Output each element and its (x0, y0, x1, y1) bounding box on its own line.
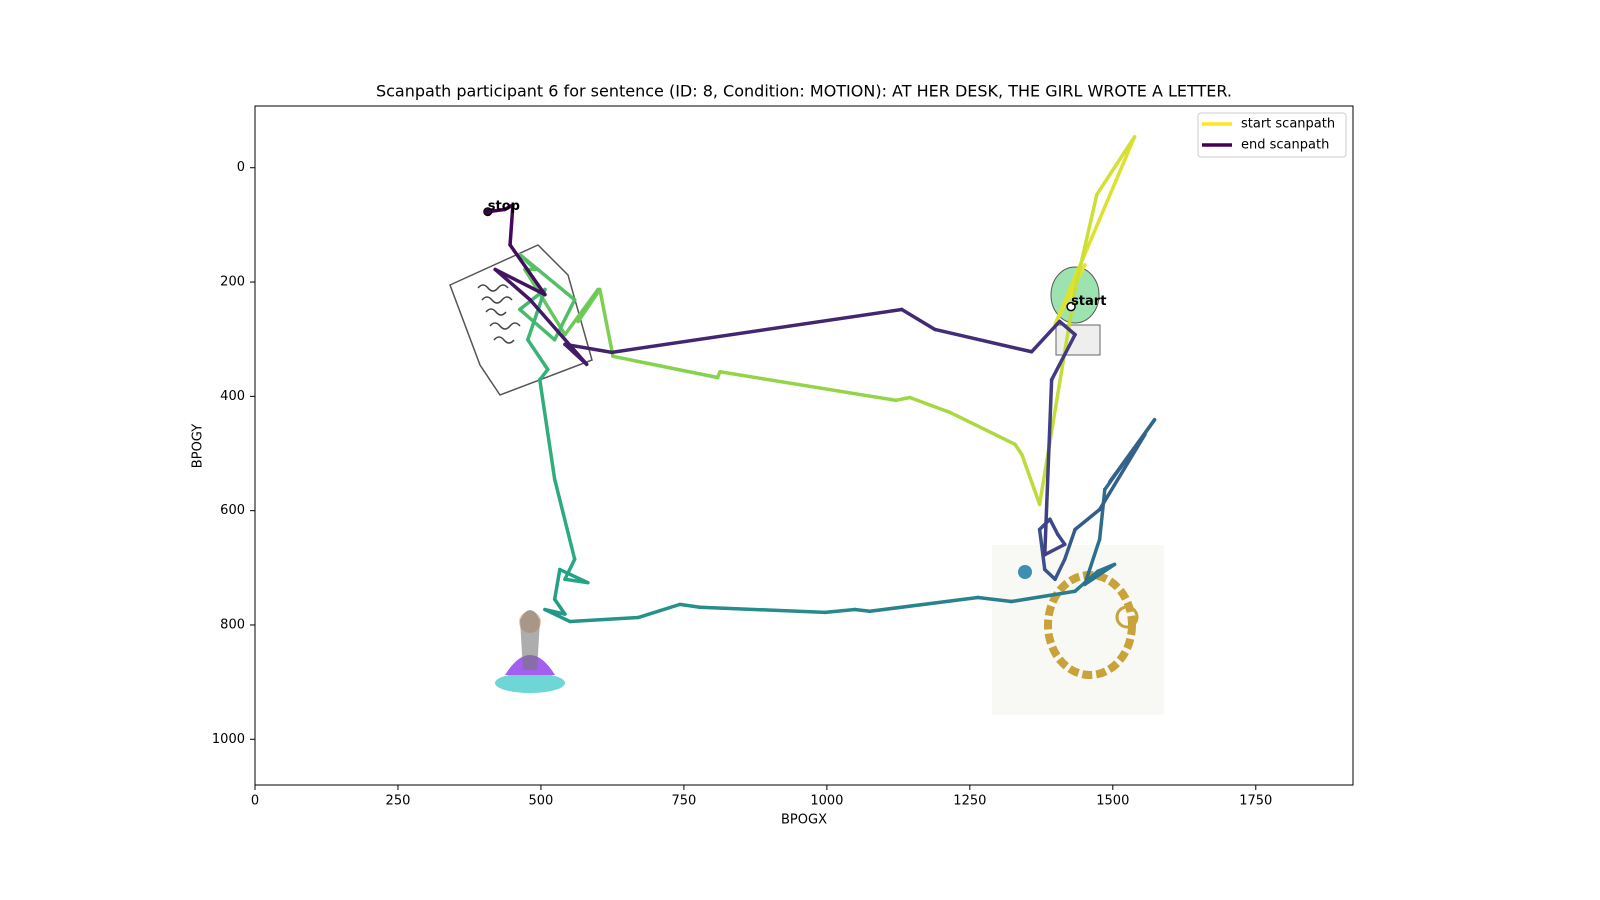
scanpath-segment (558, 567, 590, 585)
x-tick-label: 750 (671, 794, 696, 809)
scanpath-segment (1083, 537, 1102, 587)
scanpath-segment (1048, 517, 1060, 537)
plot-frame (254, 105, 1354, 786)
scanpath-segment (518, 307, 557, 342)
scanpath-segment (552, 477, 577, 561)
scanpath-segment (538, 378, 557, 481)
scanpath-segment (1083, 562, 1117, 587)
scanpath-segment (523, 267, 567, 337)
scanpath-segment (518, 252, 577, 302)
scanpath-segment (1056, 532, 1067, 547)
y-tick-label: 800 (220, 617, 245, 632)
scanpath-segment (976, 595, 1014, 604)
scanpath-segment (598, 287, 615, 359)
x-axis-label: BPOGX (781, 813, 827, 828)
scanpath-segment (1073, 507, 1102, 532)
scanpath-segment (563, 287, 600, 337)
scanpath-segment (563, 557, 577, 581)
scanpath-segment (1053, 135, 1137, 327)
scanpath-segment (636, 602, 682, 620)
scanpath-segment (1097, 487, 1107, 541)
scanpath-segment (508, 203, 515, 247)
scanpath-segment (1009, 589, 1077, 604)
y-tick-label: 1000 (212, 732, 245, 747)
scanpath-segment (1020, 452, 1042, 507)
scanpath-segment (610, 307, 904, 355)
scanpath-segment (1043, 567, 1057, 581)
scanpath-segment (1057, 319, 1077, 337)
scanpath-segment (718, 370, 898, 403)
scanpath-segment (1037, 287, 1077, 507)
y-tick-label: 400 (220, 389, 245, 404)
scanpath-segment (853, 607, 872, 613)
scanpath-segment (1097, 432, 1147, 512)
bracelet-picture (992, 545, 1164, 715)
start-marker (1066, 301, 1076, 312)
x-tick-label: 1000 (810, 794, 843, 809)
scanpath-segment (552, 567, 562, 601)
scanpath-segment (1049, 332, 1077, 382)
x-tick-label: 250 (386, 794, 411, 809)
y-tick-label: 0 (237, 160, 245, 175)
scanpath-segment (908, 395, 952, 415)
scanpath-segment (552, 597, 567, 616)
scanpath-segment (493, 267, 532, 302)
scanpath-segment (698, 605, 827, 615)
y-axis-label: BPOGY (191, 424, 206, 468)
scanpath-segment (1043, 378, 1054, 557)
scanpath-segment (823, 607, 857, 615)
legend (1197, 112, 1347, 158)
chart-title: Scanpath participant 6 for sentence (ID:… (376, 82, 1232, 101)
legend-label: start scanpath (1241, 117, 1335, 132)
scanpath-segment (543, 607, 572, 624)
scanpath-segment (526, 338, 550, 372)
scanpath-segment (678, 602, 702, 609)
scanpath-segment (1095, 135, 1137, 197)
woman-picture (495, 610, 565, 693)
scanpath-segment (1013, 442, 1024, 457)
legend-label: end scanpath (1241, 138, 1329, 153)
y-tick-label: 200 (220, 275, 245, 290)
scanpath-segment (493, 267, 547, 297)
stop-label: stop (488, 199, 520, 214)
x-tick-label: 500 (529, 794, 554, 809)
x-tick-label: 1500 (1096, 794, 1129, 809)
scanpath-segment (528, 298, 589, 367)
scanpath-segment (526, 287, 547, 342)
scanpath-segment (1043, 542, 1067, 557)
start-label: start (1071, 294, 1106, 309)
scanpath-segment (933, 327, 1034, 354)
scanpath-segment (1053, 557, 1067, 581)
scanpath-segment (1037, 527, 1047, 572)
scanpath-segment (868, 595, 980, 613)
scanpath-segment (538, 367, 550, 382)
scanpath-segment (1073, 192, 1099, 292)
scanpath-segment (900, 307, 937, 332)
y-tick-label: 600 (220, 503, 245, 518)
letter-picture (449, 244, 593, 396)
scanpath-segment (1063, 527, 1077, 561)
scanpath-segment (508, 243, 547, 297)
x-tick-label: 0 (251, 794, 259, 809)
scanpath-segment (563, 342, 614, 355)
scanpath-segment (894, 395, 912, 403)
scanpath-segment (948, 410, 1017, 447)
scanpath-segment (611, 354, 720, 380)
stop-marker (483, 207, 493, 217)
x-tick-label: 1750 (1239, 794, 1272, 809)
x-tick-label: 1250 (953, 794, 986, 809)
scanpath-segment (1029, 319, 1062, 354)
scanpath-segment (568, 615, 640, 624)
